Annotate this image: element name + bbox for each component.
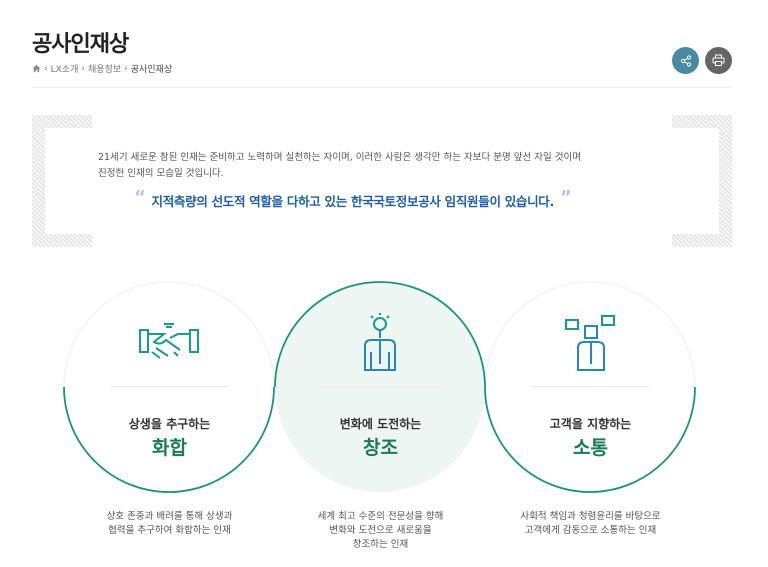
divider [531,386,649,387]
divider [321,386,439,387]
value-title: 창조 [363,437,398,459]
divider [32,87,732,88]
breadcrumb-item[interactable]: 채용정보 [87,65,122,75]
open-quote-icon: “ [134,187,146,208]
speech-person-icon [565,315,615,371]
value-description: 상호 존중과 배려를 통해 상생과 협력을 추구하여 화합하는 인재 [106,511,233,536]
home-icon[interactable] [32,64,41,73]
value-title: 화합 [152,437,187,459]
page-title: 공사인재상 [32,32,129,57]
intro-box [32,115,732,247]
value-title: 소통 [573,437,608,459]
value-subtitle: 고객을 지향하는 [549,417,632,431]
close-quote-icon: ” [559,187,572,208]
value-description: 세계 최고 수준의 전문성을 향해 변화와 도전으로 새로움을 창조하는 인재 [317,511,444,550]
value-description: 사회적 책임과 청렴윤리를 바탕으로 고객에게 감동으로 소통하는 인재 [520,511,661,536]
intro-quote: “ 지적측량의 선도적 역할을 다하고 있는 한국국토정보공사 임직원들이 있습… [134,187,572,210]
handshake-icon [139,323,199,359]
breadcrumb-current: 공사인재상 [130,65,173,75]
print-icon [712,54,725,66]
share-button[interactable] [672,47,699,74]
breadcrumb-item[interactable]: LX소개 [50,65,79,75]
intro-text: 21세기 새로운 참된 인재는 준비하고 노력하며 실천하는 자이며, 이러한 … [98,152,581,179]
lightbulb-person-icon [364,313,396,371]
value-subtitle: 변화에 도전하는 [339,417,422,431]
share-icon [680,54,691,67]
print-button[interactable] [705,47,732,74]
divider [110,386,228,387]
value-subtitle: 상생을 추구하는 [128,417,211,431]
breadcrumb: › LX소개 › 채용정보 › 공사인재상 [32,62,172,75]
